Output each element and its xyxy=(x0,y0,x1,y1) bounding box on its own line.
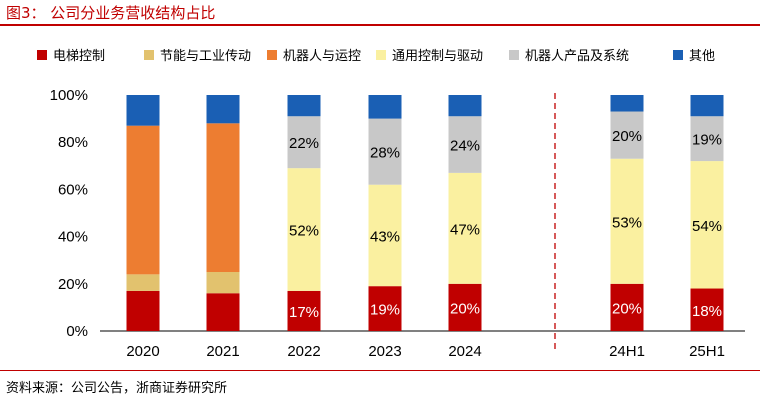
data-label: 43% xyxy=(370,228,400,245)
bar-segment xyxy=(368,286,402,331)
legend-label: 通用控制与驱动 xyxy=(392,49,483,64)
legend-label: 电梯控制 xyxy=(53,49,105,64)
bar-segment xyxy=(690,95,724,117)
bar-segment xyxy=(610,95,644,112)
bar-segment xyxy=(448,283,482,331)
source-note: 资料来源：公司公告，浙商证券研究所 xyxy=(6,381,228,396)
bar-segment xyxy=(690,116,724,162)
y-tick-label: 80% xyxy=(58,134,88,151)
figure-title: 图3： 公司分业务营收结构占比 xyxy=(6,4,216,22)
data-label: 20% xyxy=(612,128,642,145)
x-tick-label: 2020 xyxy=(126,343,159,360)
data-label: 52% xyxy=(289,223,319,240)
data-label: 19% xyxy=(692,132,722,149)
legend-swatch xyxy=(144,50,154,60)
data-label: 28% xyxy=(370,145,400,162)
stacked-bar-chart: 0% 20% 40% 60% 80% 100% 2020 2021 2022 2023 2024 24… xyxy=(37,49,745,360)
bar-segment xyxy=(287,116,321,169)
data-label: 18% xyxy=(692,303,722,320)
bar-segment xyxy=(287,168,321,291)
data-label: 20% xyxy=(612,300,642,317)
legend-label: 机器人产品及系统 xyxy=(525,49,629,64)
legend-swatch xyxy=(673,50,683,60)
data-label: 17% xyxy=(289,304,319,321)
x-tick-label: 2023 xyxy=(368,343,401,360)
data-label: 20% xyxy=(450,300,480,317)
bar-segment xyxy=(690,161,724,289)
legend-swatch xyxy=(37,50,47,60)
bar-segment xyxy=(368,184,402,287)
legend-swatch xyxy=(376,50,386,60)
bar-segment xyxy=(448,95,482,117)
bar-segment xyxy=(126,125,160,275)
bar-segment xyxy=(610,283,644,331)
source-rule xyxy=(0,370,760,371)
bar-segment xyxy=(610,158,644,284)
y-tick-label: 0% xyxy=(66,323,88,340)
x-tick-label: 2021 xyxy=(206,343,239,360)
data-label: 24% xyxy=(450,138,480,155)
bar-segment xyxy=(126,290,160,331)
data-label: 22% xyxy=(289,135,319,152)
data-label: 53% xyxy=(612,214,642,231)
data-label: 54% xyxy=(692,218,722,235)
bar-segment xyxy=(287,95,321,117)
data-label: 19% xyxy=(370,302,400,319)
legend-label: 机器人与运控 xyxy=(283,49,361,64)
bar-segment xyxy=(206,272,240,294)
title-rule xyxy=(0,24,760,26)
y-tick-label: 60% xyxy=(58,181,88,198)
x-tick-label: 2022 xyxy=(287,343,320,360)
bar-segment xyxy=(126,95,160,126)
bar-segment xyxy=(287,290,321,331)
bar-segment xyxy=(368,95,402,119)
bar-segment xyxy=(206,293,240,331)
y-tick-label: 20% xyxy=(58,276,88,293)
bar-segment xyxy=(206,95,240,124)
bar-segment xyxy=(448,172,482,284)
bar-segment xyxy=(126,274,160,291)
legend-swatch xyxy=(509,50,519,60)
bar-segment xyxy=(690,288,724,331)
x-tick-label: 2024 xyxy=(448,343,481,360)
y-tick-label: 100% xyxy=(50,87,88,104)
legend-swatch xyxy=(267,50,277,60)
legend-label: 节能与工业传动 xyxy=(160,49,251,64)
bar-segment xyxy=(610,111,644,159)
x-tick-label: 24H1 xyxy=(609,343,645,360)
x-tick-label: 25H1 xyxy=(689,343,725,360)
bar-segment xyxy=(368,118,402,185)
legend-label: 其他 xyxy=(689,49,715,64)
bar-segment xyxy=(448,116,482,173)
data-label: 47% xyxy=(450,221,480,238)
y-tick-label: 40% xyxy=(58,229,88,246)
bar-segment xyxy=(206,123,240,272)
